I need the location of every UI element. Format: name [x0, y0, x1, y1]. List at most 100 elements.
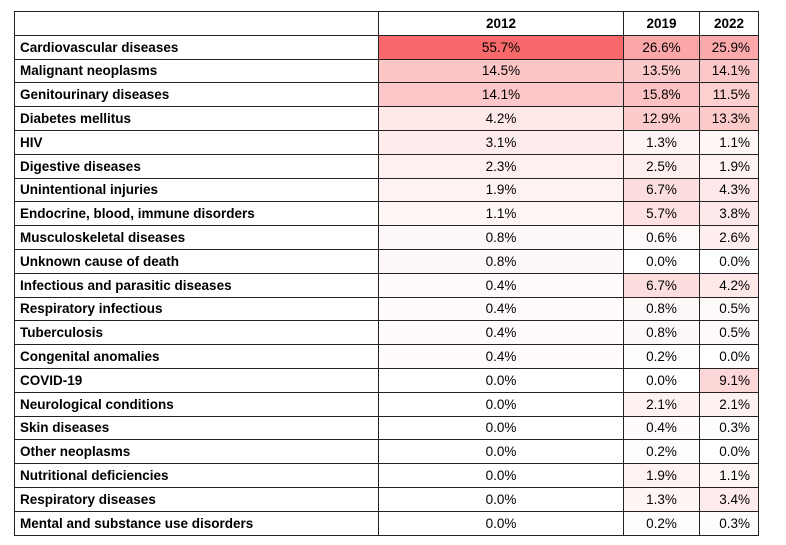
value-cell-2022: 3.4%: [699, 486, 759, 512]
table-row: Digestive diseases 2.3% 2.5% 1.9%: [14, 153, 759, 179]
value-cell-2022: 0.5%: [699, 296, 759, 322]
value-cell-2022: 4.2%: [699, 272, 759, 298]
table-row: Nutritional deficiencies 0.0% 1.9% 1.1%: [14, 463, 759, 488]
value-cell-2022: 1.9%: [699, 153, 759, 179]
value-cell-2022: 13.3%: [699, 106, 759, 131]
value-cell-2019: 15.8%: [623, 82, 700, 108]
table-row: Other neoplasms 0.0% 0.2% 0.0%: [14, 439, 759, 465]
value-cell-2012: 0.0%: [378, 391, 624, 417]
row-label: HIV: [14, 129, 379, 155]
value-cell-2012: 3.1%: [378, 129, 624, 155]
value-cell-2012: 0.4%: [378, 320, 624, 346]
value-cell-2012: 0.0%: [378, 486, 624, 512]
value-cell-2022: 0.3%: [699, 415, 759, 441]
value-cell-2012: 0.0%: [378, 463, 624, 488]
table-row: Tuberculosis 0.4% 0.8% 0.5%: [14, 320, 759, 346]
row-label: Unintentional injuries: [14, 177, 379, 203]
row-label: Respiratory infectious: [14, 296, 379, 322]
table-row: Musculoskeletal diseases 0.8% 0.6% 2.6%: [14, 225, 759, 250]
table-row: HIV 3.1% 1.3% 1.1%: [14, 129, 759, 155]
table-row: Respiratory infectious 0.4% 0.8% 0.5%: [14, 296, 759, 322]
value-cell-2019: 12.9%: [623, 106, 700, 131]
table-row: Respiratory diseases 0.0% 1.3% 3.4%: [14, 486, 759, 512]
table-row: COVID-19 0.0% 0.0% 9.1%: [14, 367, 759, 393]
value-cell-2019: 2.1%: [623, 391, 700, 417]
value-cell-2012: 0.4%: [378, 344, 624, 369]
value-cell-2019: 0.8%: [623, 296, 700, 322]
value-cell-2022: 1.1%: [699, 463, 759, 488]
row-label: Cardiovascular diseases: [14, 34, 379, 60]
value-cell-2022: 4.3%: [699, 177, 759, 203]
value-cell-2019: 0.6%: [623, 225, 700, 250]
row-label: COVID-19: [14, 367, 379, 393]
value-cell-2012: 0.4%: [378, 296, 624, 322]
row-label: Neurological conditions: [14, 391, 379, 417]
value-cell-2019: 0.2%: [623, 344, 700, 369]
value-cell-2022: 9.1%: [699, 367, 759, 393]
value-cell-2012: 2.3%: [378, 153, 624, 179]
table-row: Malignant neoplasms 14.5% 13.5% 14.1%: [14, 58, 759, 84]
value-cell-2019: 1.3%: [623, 129, 700, 155]
table-row: Skin diseases 0.0% 0.4% 0.3%: [14, 415, 759, 441]
value-cell-2019: 0.4%: [623, 415, 700, 441]
value-cell-2012: 0.0%: [378, 367, 624, 393]
value-cell-2019: 0.0%: [623, 248, 700, 274]
value-cell-2022: 0.3%: [699, 510, 759, 536]
value-cell-2022: 0.0%: [699, 248, 759, 274]
table-row: Unknown cause of death 0.8% 0.0% 0.0%: [14, 248, 759, 274]
row-label: Tuberculosis: [14, 320, 379, 346]
table-row: Endocrine, blood, immune disorders 1.1% 5.…: [14, 201, 759, 227]
value-cell-2019: 0.8%: [623, 320, 700, 346]
value-cell-2012: 0.8%: [378, 225, 624, 250]
value-cell-2022: 11.5%: [699, 82, 759, 108]
value-cell-2019: 1.3%: [623, 486, 700, 512]
table-row: Unintentional injuries 1.9% 6.7% 4.3%: [14, 177, 759, 203]
value-cell-2022: 2.1%: [699, 391, 759, 417]
header-corner-cell: [14, 11, 379, 36]
value-cell-2012: 1.9%: [378, 177, 624, 203]
table-row: Infectious and parasitic diseases 0.4% 6.7…: [14, 272, 759, 298]
value-cell-2019: 1.9%: [623, 463, 700, 488]
table-row: Genitourinary diseases 14.1% 15.8% 11.5%: [14, 82, 759, 108]
row-label: Other neoplasms: [14, 439, 379, 465]
value-cell-2019: 26.6%: [623, 34, 700, 60]
table-row: Mental and substance use disorders 0.0% 0.…: [14, 510, 759, 536]
table-row: Diabetes mellitus 4.2% 12.9% 13.3%: [14, 106, 759, 131]
value-cell-2012: 55.7%: [378, 34, 624, 60]
value-cell-2019: 6.7%: [623, 272, 700, 298]
value-cell-2012: 0.8%: [378, 248, 624, 274]
table-row: Cardiovascular diseases 55.7% 26.6% 25.9%: [14, 34, 759, 60]
value-cell-2019: 5.7%: [623, 201, 700, 227]
table-body: Cardiovascular diseases 55.7% 26.6% 25.9% Ma…: [14, 34, 759, 536]
value-cell-2019: 6.7%: [623, 177, 700, 203]
value-cell-2019: 0.2%: [623, 439, 700, 465]
table-container: 2012 2019 2022 Cardiovascular diseases 55…: [14, 11, 759, 536]
column-header-2012: 2012: [378, 11, 624, 36]
row-label: Unknown cause of death: [14, 248, 379, 274]
row-label: Genitourinary diseases: [14, 82, 379, 108]
value-cell-2012: 0.0%: [378, 510, 624, 536]
value-cell-2012: 1.1%: [378, 201, 624, 227]
row-label: Skin diseases: [14, 415, 379, 441]
value-cell-2012: 14.5%: [378, 58, 624, 84]
value-cell-2019: 0.2%: [623, 510, 700, 536]
value-cell-2022: 0.0%: [699, 439, 759, 465]
value-cell-2022: 0.5%: [699, 320, 759, 346]
row-label: Endocrine, blood, immune disorders: [14, 201, 379, 227]
value-cell-2022: 2.6%: [699, 225, 759, 250]
value-cell-2012: 0.0%: [378, 439, 624, 465]
value-cell-2019: 13.5%: [623, 58, 700, 84]
row-label: Digestive diseases: [14, 153, 379, 179]
value-cell-2022: 3.8%: [699, 201, 759, 227]
row-label: Diabetes mellitus: [14, 106, 379, 131]
value-cell-2012: 0.4%: [378, 272, 624, 298]
row-label: Nutritional deficiencies: [14, 463, 379, 488]
column-header-2022: 2022: [699, 11, 759, 36]
row-label: Musculoskeletal diseases: [14, 225, 379, 250]
header-row: 2012 2019 2022: [14, 11, 759, 36]
row-label: Respiratory diseases: [14, 486, 379, 512]
row-label: Infectious and parasitic diseases: [14, 272, 379, 298]
row-label: Mental and substance use disorders: [14, 510, 379, 536]
table-row: Neurological conditions 0.0% 2.1% 2.1%: [14, 391, 759, 417]
value-cell-2022: 14.1%: [699, 58, 759, 84]
